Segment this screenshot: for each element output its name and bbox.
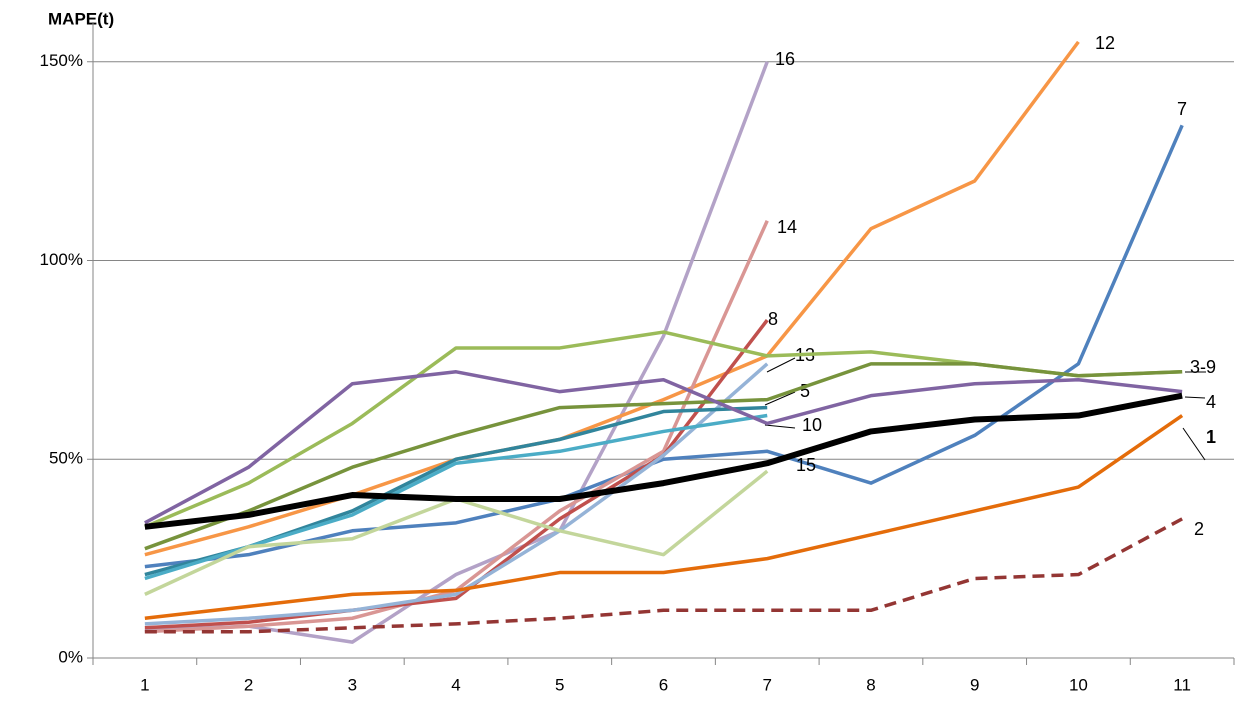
x-tick-label: 8 (866, 675, 875, 694)
series-label: 1 (1206, 427, 1216, 447)
series-label: 7 (1177, 99, 1187, 119)
y-tick-label: 50% (49, 449, 83, 468)
leader-line (764, 391, 796, 406)
line-series (144, 362, 1183, 551)
y-tick-label: 0% (58, 647, 83, 666)
series-label: 15 (796, 455, 816, 475)
leader-line (766, 357, 796, 373)
series-label: 2 (1194, 519, 1204, 539)
line-series (144, 414, 1184, 620)
series-label: 16 (775, 49, 795, 69)
y-tick-label: 100% (40, 250, 83, 269)
x-tick-label: 9 (970, 675, 979, 694)
x-tick-label: 5 (555, 675, 564, 694)
series-label: 10 (802, 415, 822, 435)
line-series (144, 370, 1183, 525)
x-tick-label: 3 (348, 675, 357, 694)
series-label: 4 (1206, 392, 1216, 412)
x-tick-label: 1 (140, 675, 149, 694)
line-series (144, 392, 1183, 530)
y-tick-label: 150% (40, 51, 83, 70)
x-tick-label: 6 (659, 675, 668, 694)
series-label: 8 (768, 309, 778, 329)
y-axis-title: MAPE(t) (48, 9, 114, 28)
line-series (144, 40, 1080, 557)
leader-line (1184, 396, 1206, 399)
leader-line (764, 424, 796, 429)
line-series (144, 362, 769, 626)
series-label: 3-9 (1190, 357, 1216, 377)
x-tick-label: 4 (451, 675, 460, 694)
x-tick-label: 2 (244, 675, 253, 694)
x-tick-label: 11 (1173, 675, 1191, 694)
series-label: 12 (1095, 33, 1115, 53)
line-series (144, 124, 1184, 569)
series-label: 5 (800, 381, 810, 401)
series-label: 14 (777, 217, 797, 237)
x-tick-label: 7 (762, 675, 771, 694)
line-series (144, 517, 1183, 634)
x-tick-label: 10 (1069, 675, 1088, 694)
leader-line (1182, 427, 1206, 461)
